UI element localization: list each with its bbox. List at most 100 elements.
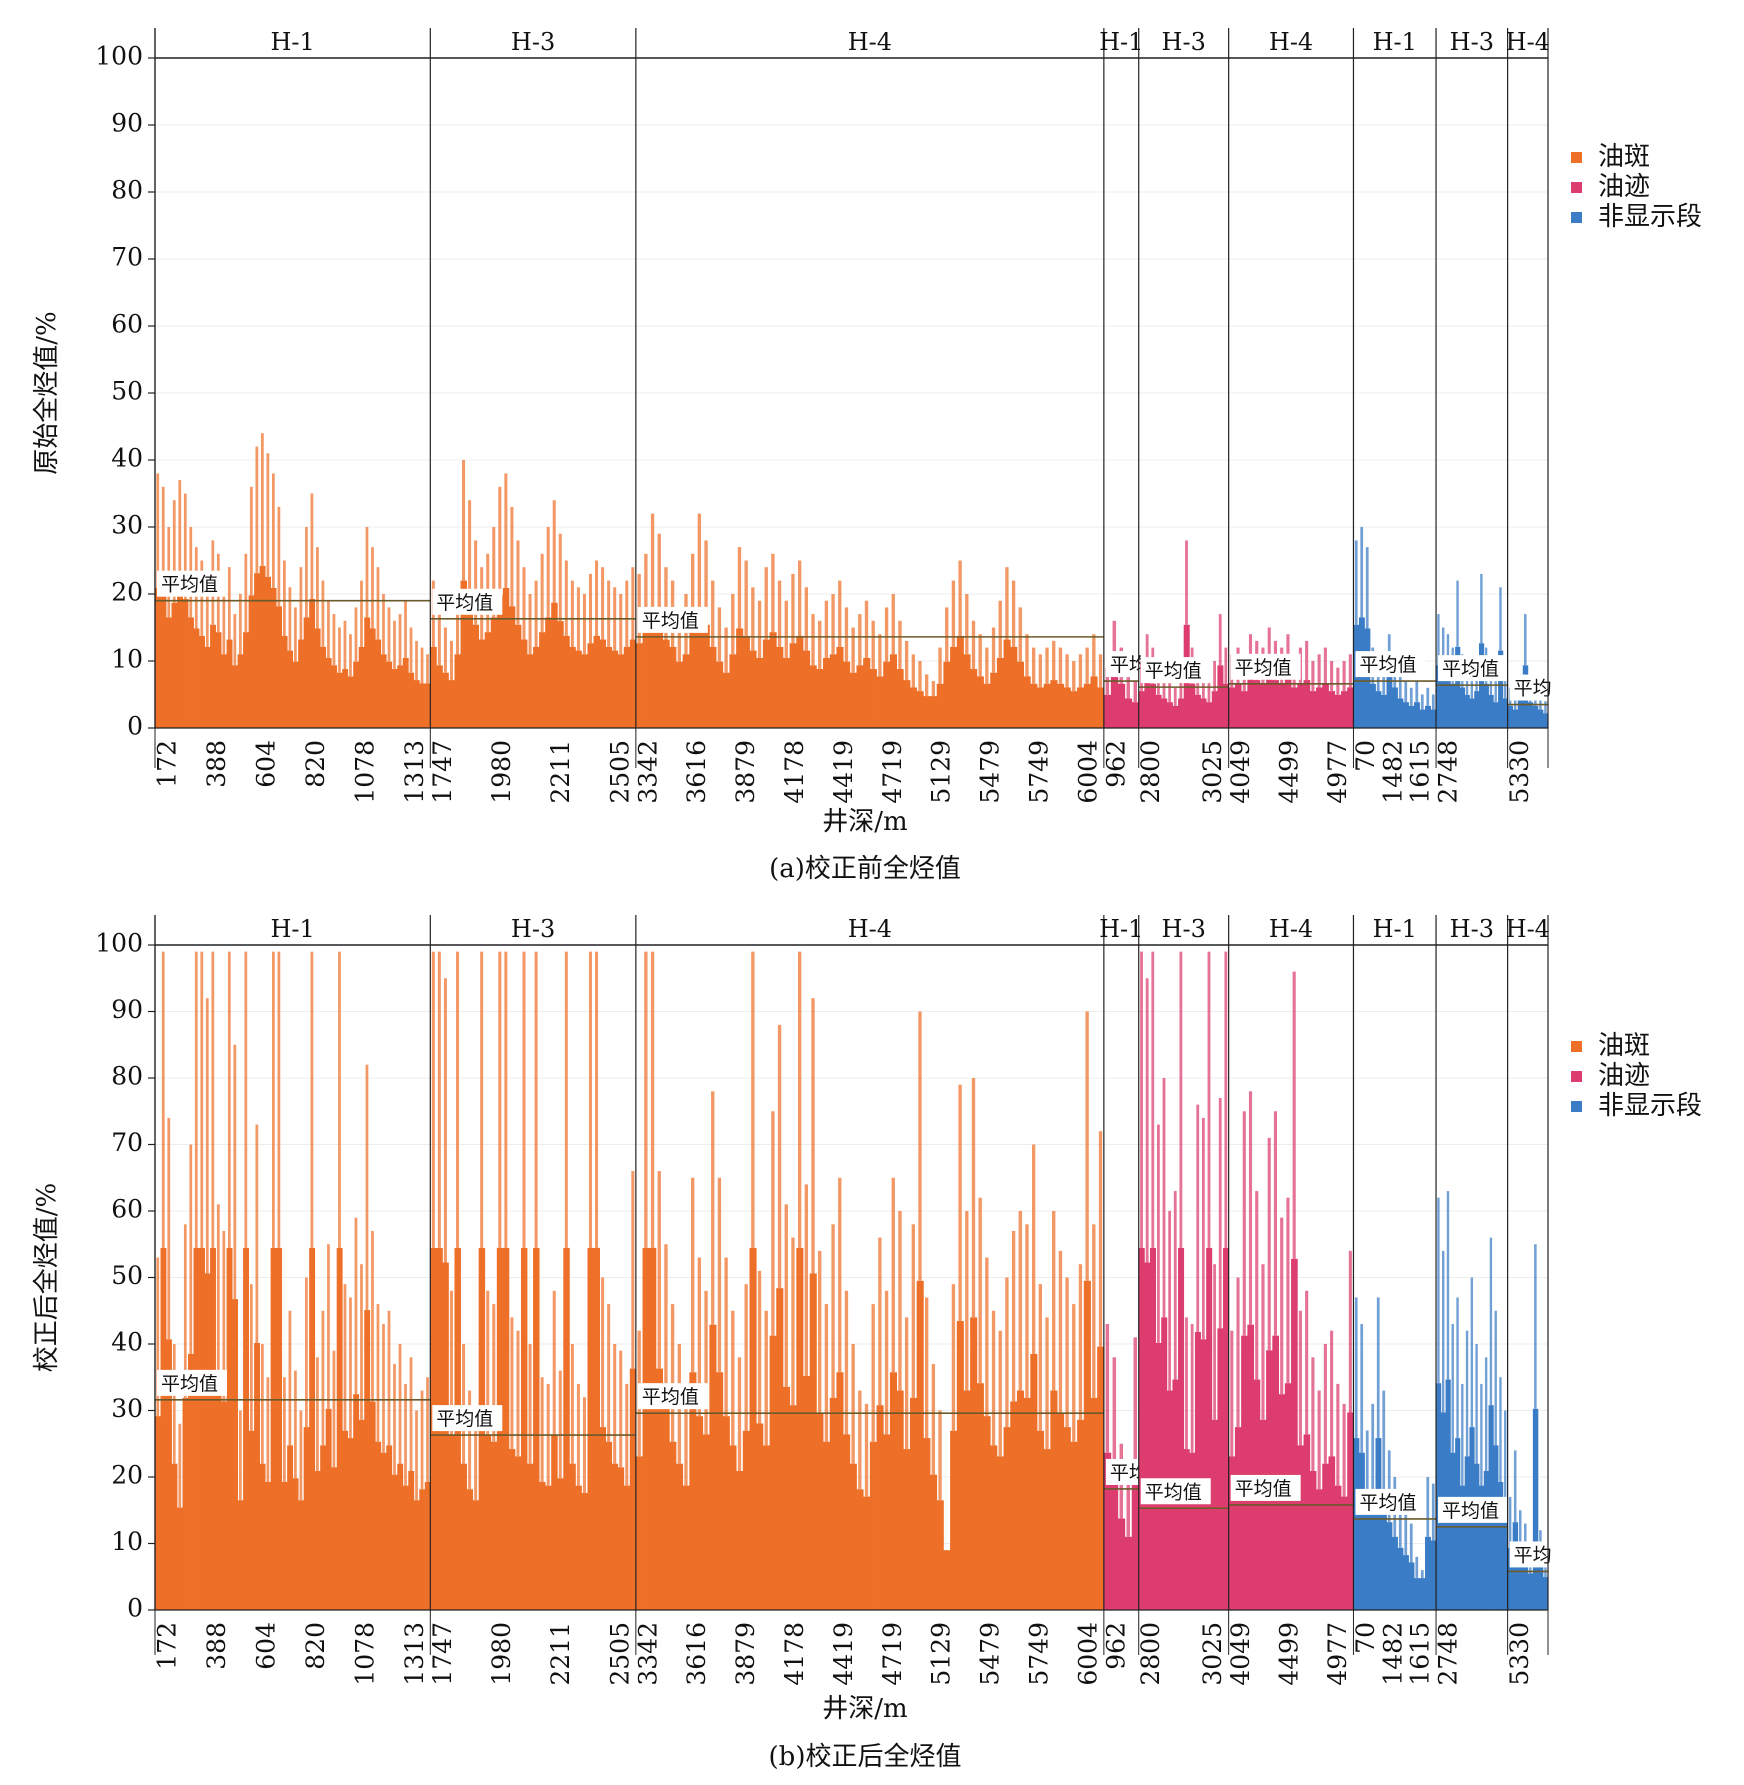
bar-spike [1085,647,1089,684]
bar [1030,683,1038,728]
bar [843,1434,851,1610]
bar [448,680,455,728]
bar-spike [918,1011,922,1281]
x-tick-label: 5479 [976,740,1005,804]
bar [460,580,467,728]
bar-section-H-3-7: 平均值 [1436,573,1509,728]
bar [419,1489,426,1610]
bar [155,587,161,728]
bar [682,1485,690,1610]
bar [424,683,431,728]
bar-spike [1286,1197,1290,1384]
bar [869,1441,877,1610]
x-tick-label: 3879 [731,1622,760,1686]
bar-spike [844,607,849,662]
bar-spike [360,580,363,647]
bar [903,1449,911,1610]
bar-spike [558,1370,562,1479]
bar [466,1489,474,1610]
bar [171,602,178,728]
bar-spike [205,580,209,647]
bar-spike [831,1224,835,1398]
section-header: H-3 [511,28,555,56]
bar-spike [1224,951,1228,1248]
bar [943,661,951,728]
bar-spike [784,1204,788,1387]
bar-spike [172,500,176,603]
bar [188,617,194,728]
bar [1097,687,1105,728]
bar-section-H-4-2: 平均值 [635,513,1105,729]
bar [226,639,233,728]
bar-spike [1376,1297,1380,1439]
bar [551,1434,558,1610]
bar-section-H-4-8: 平均 [1507,614,1552,728]
bar-spike [1426,687,1430,706]
bar-spike [1465,667,1469,695]
x-tick-label: 6004 [1073,1622,1102,1686]
bar [545,1485,552,1610]
bar-spike [1336,1383,1340,1486]
bar [527,654,534,728]
bar-spike [971,1078,976,1318]
bar-spike [1242,1111,1246,1336]
bar [1117,683,1126,728]
bar-spike [552,1290,556,1435]
bar [593,635,600,729]
bar-spike [1330,661,1334,692]
y-tick-label: 60 [111,1195,143,1224]
panel-caption: (a)校正前全烃值 [769,854,961,884]
section-header: H-3 [1450,28,1494,56]
bar [276,1247,283,1610]
y-tick-label: 0 [127,1594,143,1623]
bar [193,628,200,728]
bar-spike [717,607,722,662]
bar [970,1317,978,1610]
bar [923,1438,931,1610]
bar-section-H-3-1: 平均值 [430,460,637,729]
x-tick-label: 1313 [400,740,429,804]
bar-spike [1133,681,1137,703]
bar [809,1273,817,1610]
legend-label: 非显示段 [1598,1091,1702,1121]
bar-spike [804,1184,809,1376]
bar-spike [178,1423,182,1508]
bar [789,643,797,728]
bar-spike [299,1410,303,1501]
bar-spike [426,654,429,684]
bar [996,1456,1004,1610]
avg-label: 平均值 [642,610,699,632]
bar-spike [1213,1264,1217,1420]
bar [863,657,871,728]
bar-spike [222,1230,226,1402]
bar [716,661,724,728]
avg-label: 平均值 [1145,1481,1202,1503]
bar [649,1247,657,1610]
x-tick-label: 388 [202,1622,231,1670]
bar [1502,698,1509,728]
avg-label-box [1105,651,1139,678]
bar [1542,713,1549,728]
bar [930,1474,938,1610]
bar-spike [911,654,915,688]
bar-spike [757,600,762,658]
bar-spike [1052,640,1056,681]
legend-swatch [1571,1101,1582,1112]
bar [160,1247,167,1610]
bar [1309,691,1317,728]
bar-spike [266,453,270,577]
bar [696,610,704,728]
bar-spike [1415,681,1419,703]
bar [1189,683,1196,728]
bar-section-H-1-6: 平均值 [1353,1297,1437,1610]
bar [1090,1397,1098,1610]
bar [1364,628,1371,728]
bar [1445,1379,1451,1610]
bar-spike [1185,1317,1188,1450]
bar [1478,1485,1485,1610]
bar [1211,691,1218,728]
bar [587,1247,594,1610]
bar [490,617,498,728]
bar-spike [156,1257,160,1417]
